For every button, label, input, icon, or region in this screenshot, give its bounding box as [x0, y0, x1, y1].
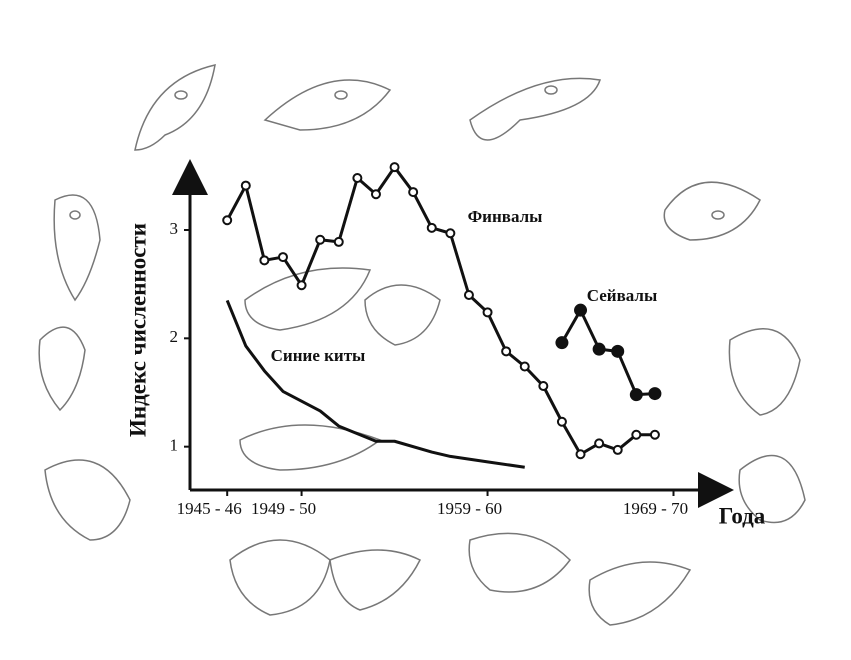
data-point: [632, 431, 640, 439]
data-point: [594, 344, 605, 355]
series-line: [227, 167, 655, 454]
data-point: [558, 418, 566, 426]
series-label: Сейвалы: [587, 286, 657, 305]
data-point: [316, 236, 324, 244]
data-point: [409, 188, 417, 196]
data-point: [595, 439, 603, 447]
data-point: [539, 382, 547, 390]
data-point: [353, 174, 361, 182]
data-point: [260, 256, 268, 264]
series-label: Финвалы: [468, 207, 543, 226]
data-point: [484, 308, 492, 316]
data-point: [391, 163, 399, 171]
x-tick-label: 1959 - 60: [437, 499, 502, 518]
data-point: [521, 363, 529, 371]
data-point: [428, 224, 436, 232]
y-tick-label: 1: [170, 436, 179, 455]
x-tick-label: 1949 - 50: [251, 499, 316, 518]
data-point: [465, 291, 473, 299]
x-tick-label: 1969 - 70: [623, 499, 688, 518]
series-label: Синие киты: [271, 346, 366, 365]
y-tick-label: 2: [170, 327, 179, 346]
data-point: [631, 389, 642, 400]
data-point: [335, 238, 343, 246]
data-point: [242, 182, 250, 190]
data-point: [612, 346, 623, 357]
data-point: [575, 305, 586, 316]
data-point: [556, 337, 567, 348]
decoration: [39, 65, 805, 625]
data-point: [298, 281, 306, 289]
series-line: [562, 310, 655, 395]
x-axis-title: Года: [719, 503, 766, 528]
data-point: [651, 431, 659, 439]
data-point: [446, 229, 454, 237]
data-point: [649, 388, 660, 399]
data-point: [279, 253, 287, 261]
data-point: [372, 190, 380, 198]
data-point: [577, 450, 585, 458]
series-line: [227, 300, 525, 467]
data-point: [614, 446, 622, 454]
chart: Индекс численности Года 1 2 3 1945 - 46 1949…: [0, 0, 851, 660]
y-tick-label: 3: [170, 219, 179, 238]
data-point: [502, 347, 510, 355]
x-tick-label: 1945 - 46: [177, 499, 242, 518]
data-point: [223, 216, 231, 224]
y-axis-title: Индекс численности: [125, 223, 150, 437]
